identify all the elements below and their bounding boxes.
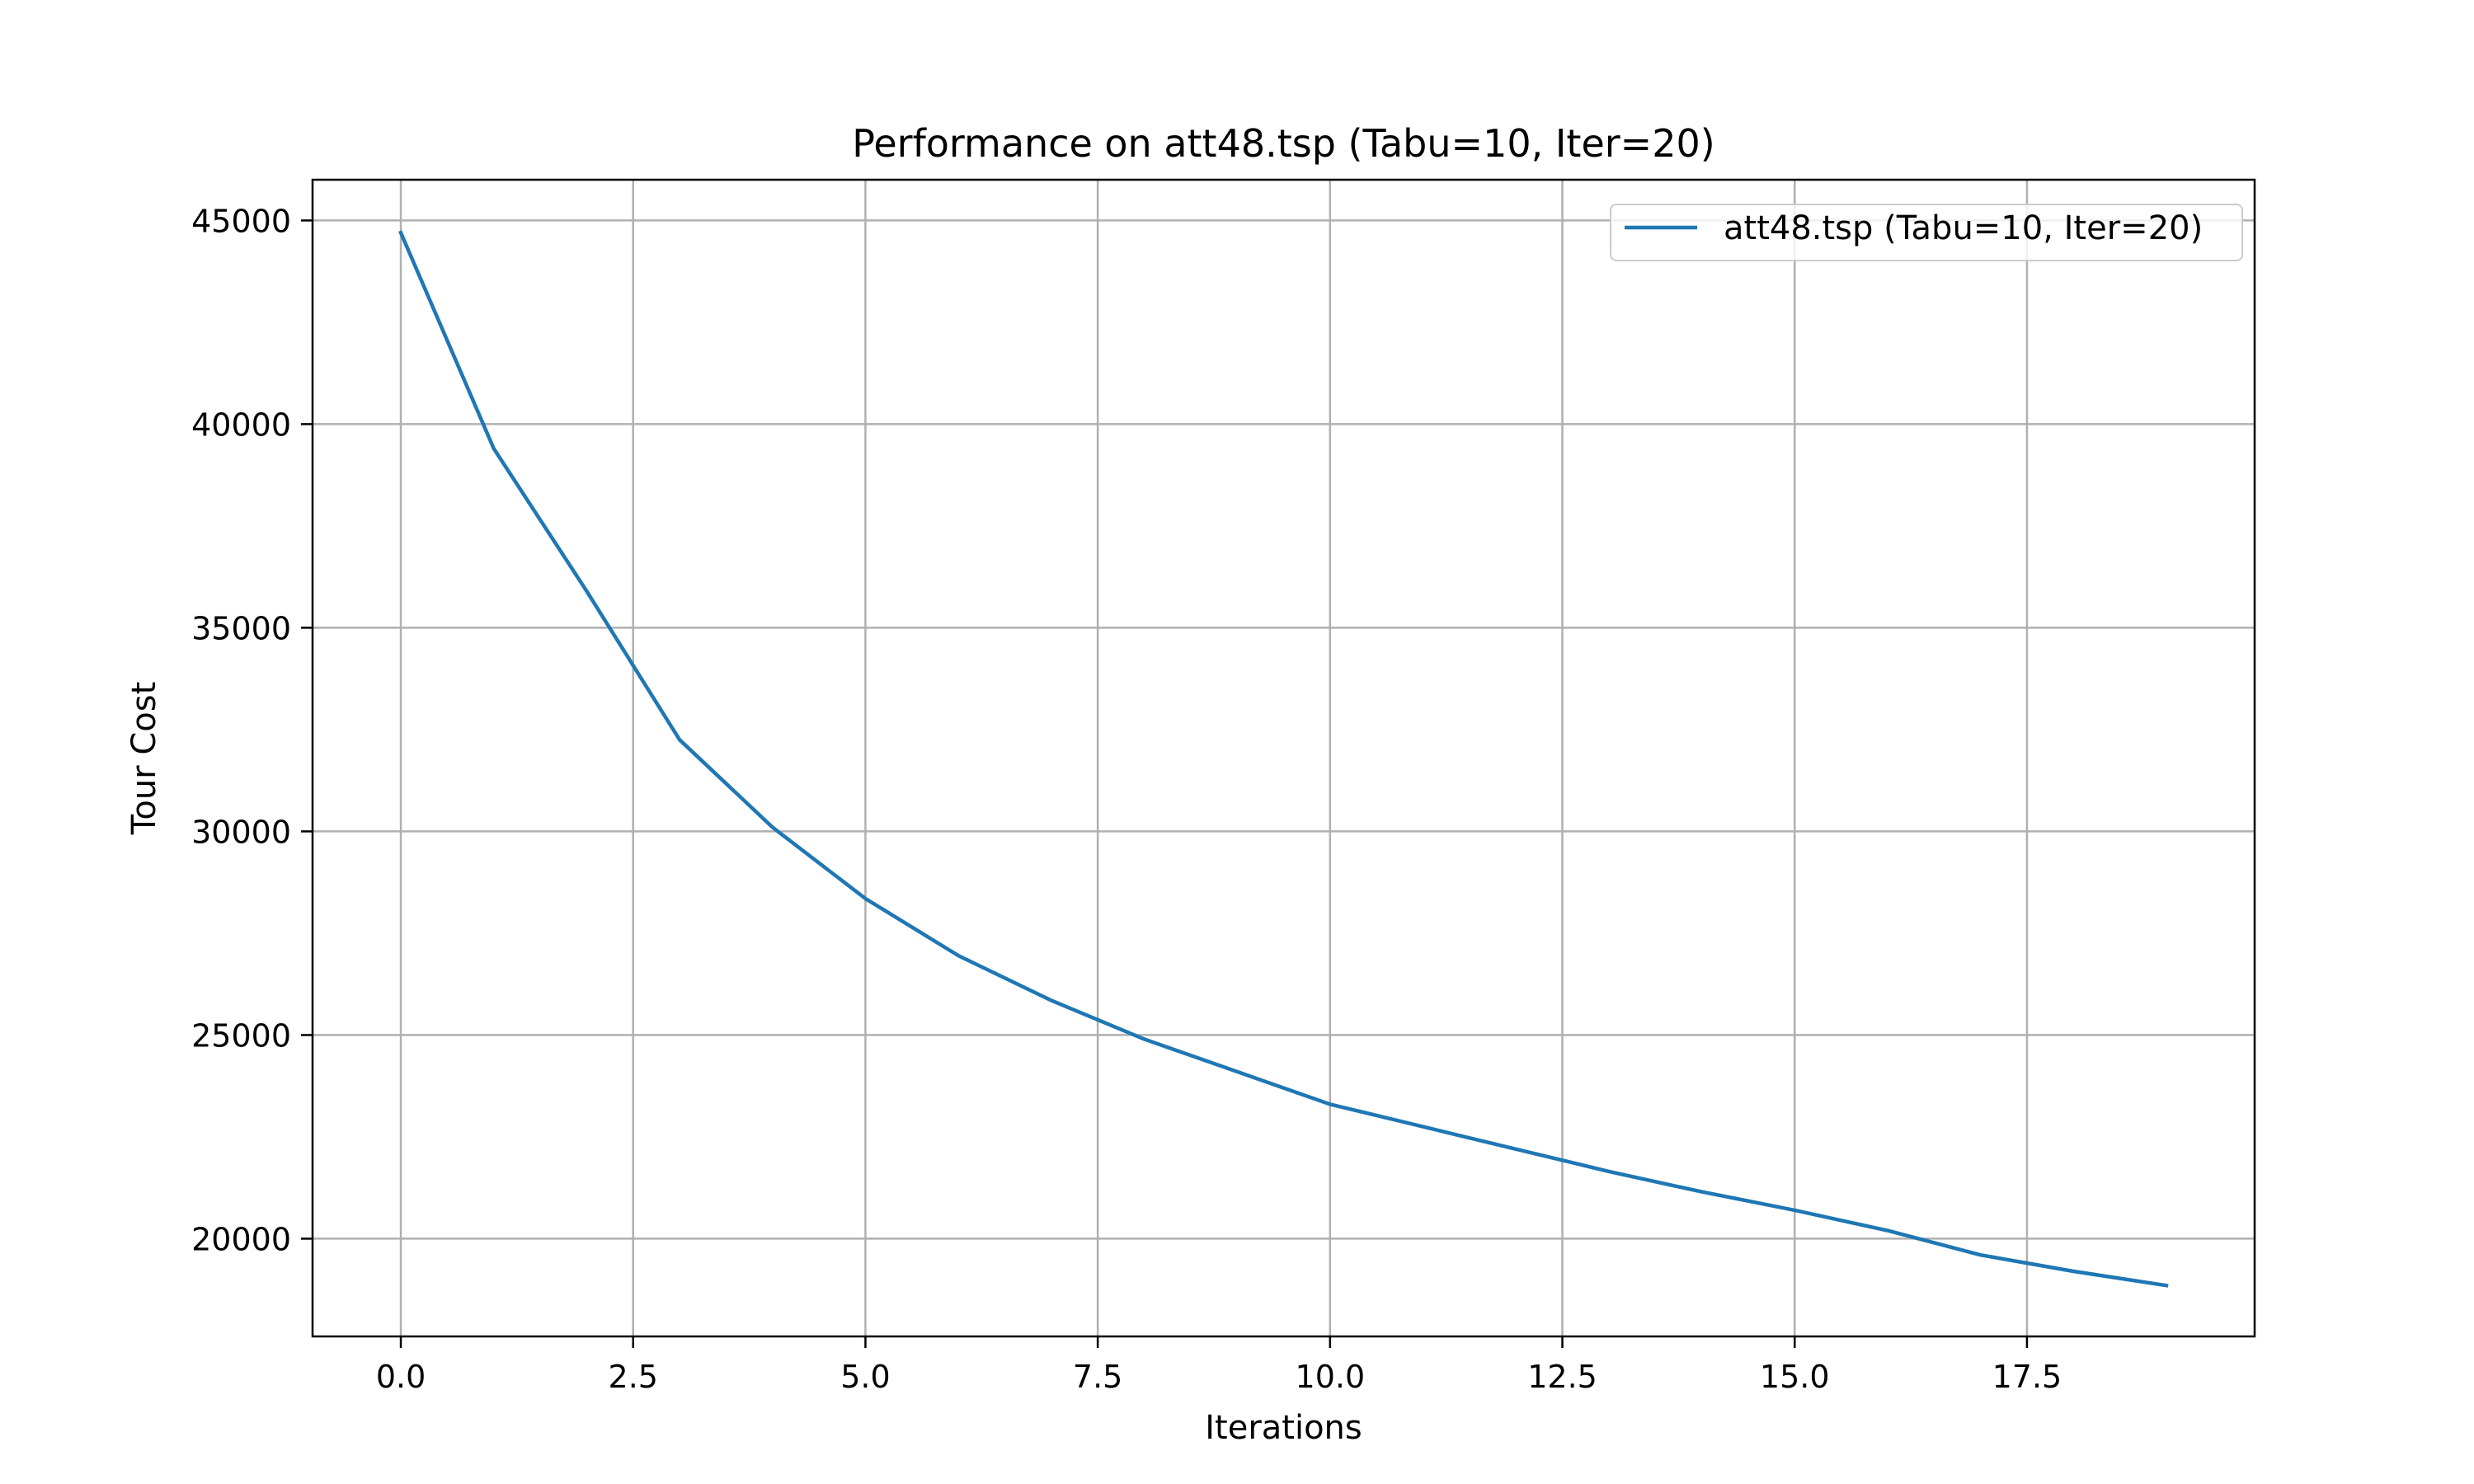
x-tick-label: 12.5	[1527, 1359, 1597, 1395]
y-tick-label: 20000	[191, 1221, 291, 1257]
x-tick-label: 7.5	[1073, 1359, 1122, 1395]
x-tick-label: 17.5	[1992, 1359, 2062, 1395]
y-tick-label: 35000	[191, 610, 291, 646]
axis-ticks: 0.0 2.5 5.0 7.5 10.0 12.5 15.0 17.5 20000 25000 30…	[191, 203, 2062, 1395]
plot-frame	[311, 178, 2256, 1338]
series-line	[398, 230, 2169, 1288]
y-tick-label: 25000	[191, 1017, 291, 1054]
x-tick-label: 0.0	[376, 1359, 426, 1395]
y-tick-label: 45000	[191, 203, 291, 239]
legend-label: att48.tsp (Tabu=10, Iter=20)	[1724, 209, 2203, 247]
x-tick-label: 15.0	[1760, 1359, 1830, 1395]
y-axis-label: Tour Cost	[125, 682, 163, 836]
legend-box	[1610, 204, 2243, 261]
grid-lines	[313, 180, 2255, 1336]
series-layer	[398, 230, 2169, 1288]
y-tick-label: 30000	[191, 814, 291, 850]
x-axis-label: Iterations	[1205, 1409, 1362, 1447]
y-tick-label: 40000	[191, 406, 291, 443]
x-tick-label: 5.0	[840, 1359, 890, 1395]
x-tick-label: 10.0	[1296, 1359, 1366, 1395]
legend: att48.tsp (Tabu=10, Iter=20)	[1610, 204, 2243, 261]
chart-title: Performance on att48.tsp (Tabu=10, Iter=…	[852, 121, 1714, 166]
x-tick-label: 2.5	[609, 1359, 658, 1395]
